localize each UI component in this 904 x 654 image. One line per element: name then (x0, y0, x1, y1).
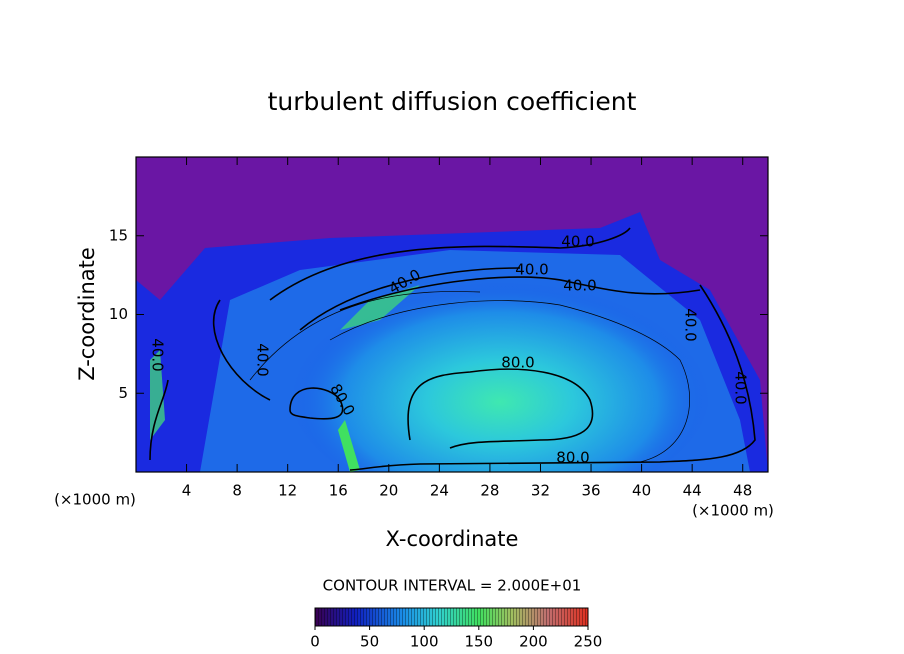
y-axis-label: Z-coordinate (75, 247, 99, 381)
x-tick-label: 44 (683, 482, 702, 500)
colorbar-frame (314, 607, 589, 627)
contour-label: 40.0 (561, 233, 594, 251)
colorbar-tick-label: 50 (360, 633, 379, 651)
chart-title: turbulent diffusion coefficient (268, 87, 637, 116)
x-unit: (×1000 m) (692, 502, 774, 520)
x-tick-label: 32 (531, 482, 550, 500)
x-axis-label: X-coordinate (386, 527, 519, 551)
contour-label: 40.0 (515, 261, 548, 279)
field (136, 157, 768, 472)
x-tick-label: 28 (480, 482, 499, 500)
x-tick-label: 4 (182, 482, 192, 500)
x-tick-label: 48 (733, 482, 752, 500)
x-tick-label: 20 (379, 482, 398, 500)
y-tick-label: 5 (118, 384, 128, 402)
x-tick-label: 24 (430, 482, 449, 500)
contour-label: 40.0 (563, 277, 596, 295)
y-tick-label: 15 (109, 226, 128, 244)
x-tick-label: 36 (581, 482, 600, 500)
contour-label: 40.0 (254, 343, 272, 376)
y-tick-label: 10 (109, 305, 128, 323)
contour-label: 40.0 (682, 308, 700, 341)
contour-label: 80.0 (556, 449, 589, 467)
x-tick-label: 12 (278, 482, 297, 500)
colorbar-tick-label: 250 (574, 633, 603, 651)
x-tick-label: 8 (232, 482, 242, 500)
contour-label: 40.0 (149, 338, 167, 371)
x-tick-label: 16 (329, 482, 348, 500)
contour-label: 80.0 (501, 354, 534, 372)
x-tick-label: 40 (632, 482, 651, 500)
colorbar-tick-label: 100 (410, 633, 439, 651)
contour-label: 40.0 (732, 371, 750, 404)
contour-interval: CONTOUR INTERVAL = 2.000E+01 (323, 577, 582, 595)
y-unit: (×1000 m) (54, 491, 136, 509)
colorbar-tick-label: 0 (310, 633, 320, 651)
colorbar-tick-label: 200 (519, 633, 548, 651)
colorbar-tick-label: 150 (464, 633, 493, 651)
